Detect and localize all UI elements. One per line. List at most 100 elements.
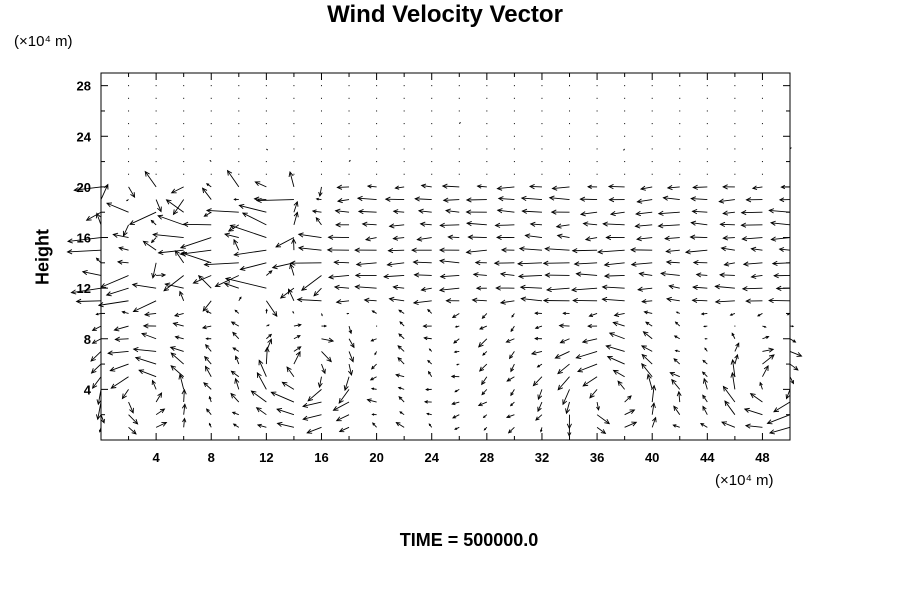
vector-arrow <box>750 246 763 252</box>
vector-arrow <box>510 363 515 373</box>
vector-arrow <box>679 85 681 87</box>
vector-arrow <box>692 284 708 291</box>
vector-arrow <box>366 184 377 189</box>
vector-arrow <box>182 417 187 428</box>
vector-arrow <box>348 159 351 162</box>
vector-arrow <box>238 135 240 137</box>
vector-arrow <box>519 284 542 290</box>
vector-arrow <box>702 394 708 403</box>
vector-arrow <box>675 311 680 314</box>
vector-arrow <box>224 232 239 238</box>
vector-arrow <box>608 332 625 340</box>
vector-arrow <box>542 297 570 304</box>
vector-arrow <box>320 110 322 112</box>
vector-arrow <box>702 377 708 390</box>
vector-arrow <box>513 161 515 163</box>
vector-arrow <box>293 211 299 225</box>
vector-arrow <box>719 272 735 278</box>
vector-arrow <box>541 135 543 137</box>
vector-arrow <box>517 261 542 267</box>
vector-arrow <box>679 148 681 150</box>
vector-arrow <box>466 221 487 227</box>
vector-arrow <box>152 232 184 238</box>
vector-arrow <box>210 85 212 87</box>
vector-arrow <box>458 85 460 87</box>
vector-arrow <box>238 203 267 213</box>
vector-arrow <box>624 421 638 428</box>
vector-arrow <box>293 85 295 87</box>
vector-arrow <box>638 271 653 277</box>
vector-arrow <box>321 337 335 343</box>
vector-arrow <box>458 97 460 99</box>
vector-arrow <box>734 85 736 87</box>
vector-arrow <box>684 249 708 255</box>
vector-arrow <box>596 110 598 112</box>
vector-arrow <box>731 332 736 339</box>
vector-arrow <box>545 286 570 293</box>
vector-arrow <box>114 336 129 342</box>
vector-arrow <box>596 401 600 411</box>
vector-arrow <box>172 321 184 327</box>
vector-arrow <box>624 161 626 163</box>
vector-arrow <box>508 351 515 360</box>
vector-arrow <box>403 85 405 87</box>
vector-arrow <box>603 273 625 279</box>
vector-arrow <box>722 235 735 241</box>
vector-arrow <box>233 238 240 251</box>
vector-arrow <box>275 237 295 248</box>
vector-arrow <box>276 421 295 428</box>
vector-arrow <box>641 298 653 304</box>
vector-arrow <box>785 389 791 400</box>
vector-arrow <box>761 110 763 112</box>
vector-arrow <box>157 249 184 255</box>
vector-arrow <box>132 300 157 313</box>
vector-arrow <box>318 186 323 198</box>
vector-arrow <box>348 148 350 150</box>
vector-arrow <box>128 414 139 425</box>
vector-arrow <box>336 184 350 190</box>
vector-arrow <box>704 347 708 352</box>
vector-arrow <box>128 427 137 435</box>
vector-arrow <box>399 321 405 327</box>
vector-arrow <box>570 287 598 293</box>
vector-arrow <box>265 338 273 352</box>
vector-arrow <box>665 296 680 303</box>
vector-arrow <box>513 97 515 99</box>
vector-arrow <box>445 208 460 214</box>
vector-arrow <box>100 275 129 288</box>
vector-arrow <box>750 273 763 279</box>
vector-arrow <box>500 247 515 253</box>
vector-arrow <box>606 355 625 365</box>
vector-arrow <box>354 247 377 253</box>
vector-arrow <box>495 285 515 291</box>
vector-arrow <box>376 161 378 163</box>
vector-arrow <box>428 348 433 352</box>
vector-arrow <box>361 221 377 227</box>
vector-arrow <box>472 272 487 278</box>
vector-arrow <box>233 198 239 201</box>
vector-arrow <box>355 261 377 267</box>
vector-arrow <box>454 426 460 430</box>
vector-arrow <box>181 251 212 264</box>
vector-arrow <box>722 210 735 216</box>
vector-arrow <box>651 148 653 150</box>
vector-arrow <box>403 97 405 99</box>
vector-arrow <box>551 185 570 191</box>
vector-arrow <box>706 97 708 99</box>
vector-arrow <box>639 185 653 191</box>
vector-arrow <box>465 249 487 255</box>
vector-arrow <box>266 324 270 327</box>
vector-arrow <box>293 148 295 150</box>
vector-arrow <box>313 287 322 297</box>
vector-arrow <box>706 161 708 163</box>
vector-arrow <box>85 211 102 221</box>
vector-arrow <box>420 286 432 292</box>
vector-arrow <box>706 110 708 112</box>
vector-arrow <box>403 110 405 112</box>
vector-arrow <box>403 173 405 175</box>
vector-arrow <box>317 376 323 389</box>
vector-arrow <box>635 210 653 217</box>
vector-arrow <box>741 236 763 242</box>
vector-arrow <box>740 222 763 228</box>
vector-arrow <box>321 324 328 328</box>
